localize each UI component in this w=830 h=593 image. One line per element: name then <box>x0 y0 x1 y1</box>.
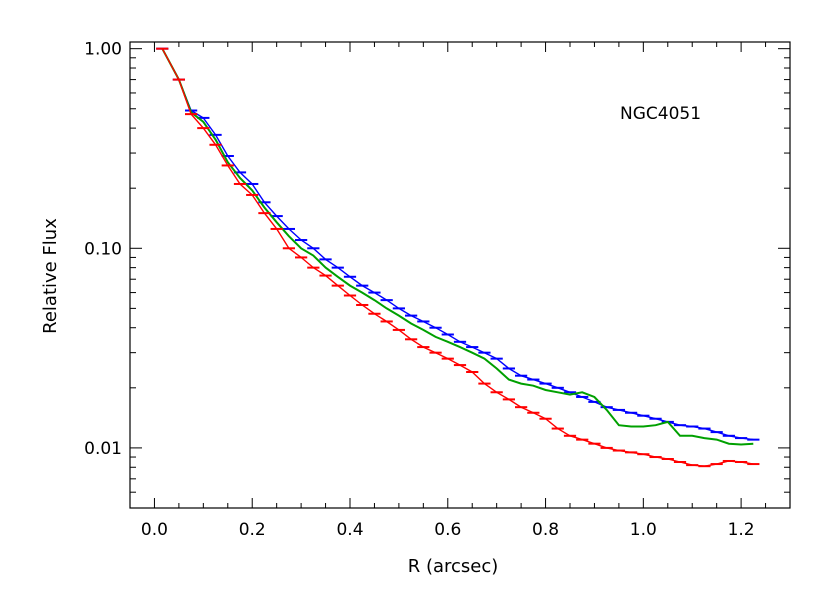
y-tick-label: 1.00 <box>84 40 122 60</box>
axis-ticks <box>130 42 790 509</box>
x-axis-label: R (arcsec) <box>408 556 499 577</box>
x-tick-label: 0.0 <box>141 520 168 540</box>
plot-frame <box>129 41 791 509</box>
series-layer <box>156 47 760 468</box>
series-line <box>161 48 754 446</box>
chart-annotation: NGC4051 <box>620 104 701 124</box>
x-tick-label: 1.0 <box>630 520 657 540</box>
plot-border <box>129 41 791 509</box>
y-tick-label: 0.01 <box>84 439 122 459</box>
x-tick-label: 0.6 <box>434 520 461 540</box>
series-2 <box>156 47 760 468</box>
y-tick-label: 0.10 <box>84 239 122 259</box>
tick-labels: 0.0 0.2 0.4 0.6 0.8 1.0 1.2 0.01 0.10 1.00 <box>84 40 754 540</box>
x-tick-label: 1.2 <box>728 520 755 540</box>
y-axis-label: Relative Flux <box>40 218 61 334</box>
series-1 <box>161 48 754 446</box>
x-tick-label: 0.8 <box>532 520 559 540</box>
x-tick-label: 0.2 <box>239 520 266 540</box>
x-tick-label: 0.4 <box>336 520 363 540</box>
